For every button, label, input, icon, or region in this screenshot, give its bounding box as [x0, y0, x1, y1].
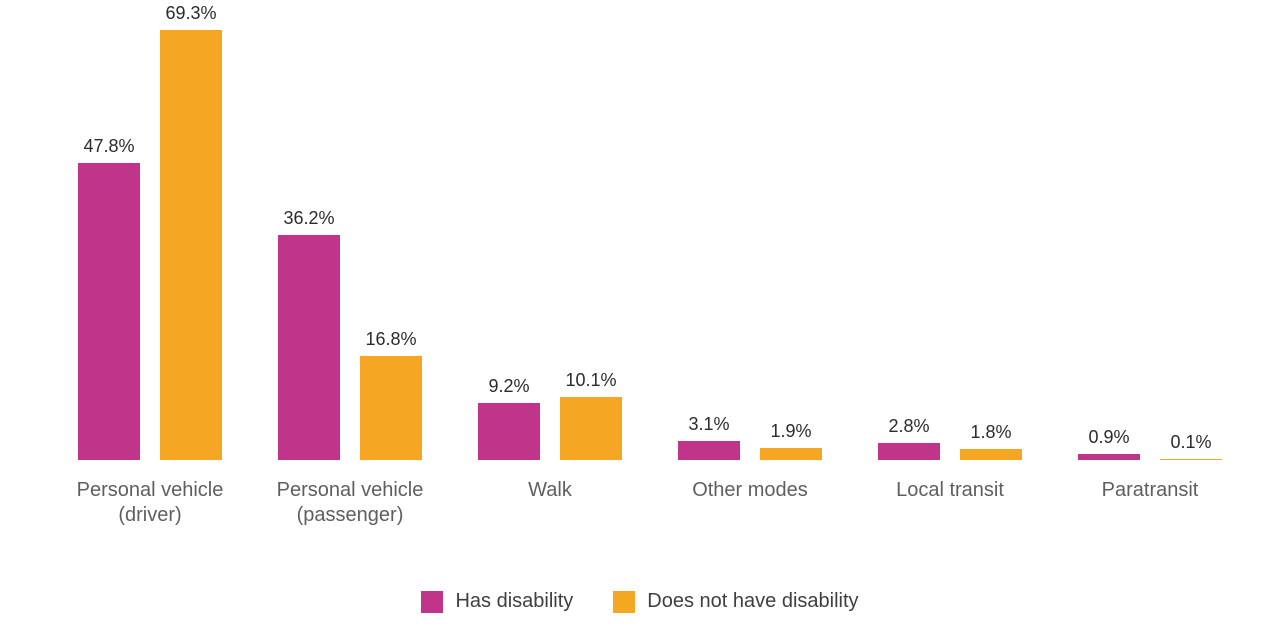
legend-swatch [421, 591, 443, 613]
bar: 47.8% [78, 163, 140, 460]
bar-group: 9.2% 10.1% [478, 30, 622, 460]
bar: 9.2% [478, 403, 540, 460]
category-label: Paratransit [1050, 478, 1250, 503]
bar-value-label: 47.8% [78, 136, 140, 163]
bar-value-label: 1.8% [960, 422, 1022, 449]
bar-value-label: 36.2% [278, 208, 340, 235]
bar-group: 2.8% 1.8% [878, 30, 1022, 460]
chart-container: 47.8% 69.3% 36.2% 16.8% 9.2% 10.1% 3.1% 1.9% 2.8… [0, 0, 1280, 640]
legend-item: Does not have disability [613, 590, 858, 613]
bar-value-label: 69.3% [160, 3, 222, 30]
bar-group: 36.2% 16.8% [278, 30, 422, 460]
bar-group: 3.1% 1.9% [678, 30, 822, 460]
bar: 3.1% [678, 441, 740, 460]
bar-value-label: 3.1% [678, 414, 740, 441]
bar: 10.1% [560, 397, 622, 460]
bar-value-label: 0.9% [1078, 427, 1140, 454]
category-label: Personal vehicle (driver) [50, 478, 250, 528]
bar-value-label: 9.2% [478, 376, 540, 403]
category-label: Local transit [850, 478, 1050, 503]
legend: Has disability Does not have disability [0, 590, 1280, 613]
bar-value-label: 2.8% [878, 416, 940, 443]
bar-value-label: 1.9% [760, 421, 822, 448]
bar: 1.8% [960, 449, 1022, 460]
category-label: Personal vehicle (passenger) [250, 478, 450, 528]
bar-group: 47.8% 69.3% [78, 30, 222, 460]
bar: 69.3% [160, 30, 222, 460]
plot-area: 47.8% 69.3% 36.2% 16.8% 9.2% 10.1% 3.1% 1.9% 2.8… [60, 30, 1240, 460]
bar: 2.8% [878, 443, 940, 460]
bar-value-label: 10.1% [560, 370, 622, 397]
bar: 36.2% [278, 235, 340, 460]
bar-value-label: 16.8% [360, 329, 422, 356]
bar: 0.9% [1078, 454, 1140, 460]
bar: 1.9% [760, 448, 822, 460]
legend-item: Has disability [421, 590, 573, 613]
legend-label: Has disability [455, 590, 573, 613]
legend-label: Does not have disability [647, 590, 858, 613]
bar: 16.8% [360, 356, 422, 460]
legend-swatch [613, 591, 635, 613]
category-label: Other modes [650, 478, 850, 503]
category-label: Walk [450, 478, 650, 503]
bar-value-label: 0.1% [1160, 432, 1222, 459]
bar-group: 0.9% 0.1% [1078, 30, 1222, 460]
bar: 0.1% [1160, 459, 1222, 460]
